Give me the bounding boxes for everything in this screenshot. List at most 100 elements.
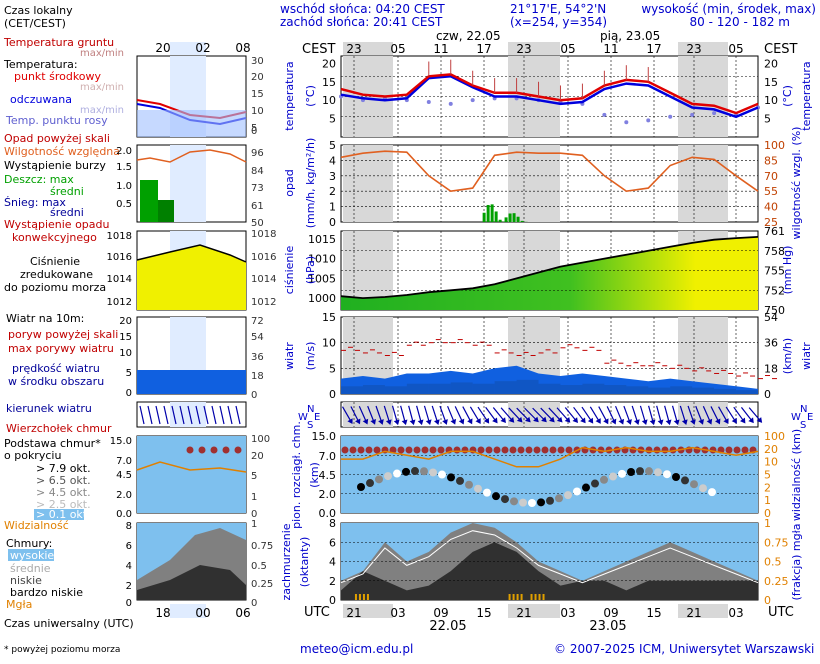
- fog-bar: [513, 594, 515, 600]
- cloud-base-dot: [483, 489, 491, 497]
- legend-right-tick: 5: [251, 471, 257, 482]
- cloud-base-dot: [573, 487, 581, 495]
- legend-humidity: Wilgotność względna: [4, 145, 120, 158]
- cloud-base-dot: [663, 470, 671, 478]
- cloud-base-dot: [474, 485, 482, 493]
- legend-left-tick: 8: [126, 521, 132, 532]
- wind-axis-unit-right: (km/h): [781, 338, 794, 374]
- legend-left-tick: 4: [126, 561, 132, 572]
- fog-bar: [539, 594, 541, 600]
- precip-axis-title: opad: [283, 169, 296, 196]
- cest-right: CEST: [764, 42, 798, 57]
- y2-tick-label: 0.75: [764, 536, 789, 549]
- hour-top-label: 05: [390, 42, 405, 56]
- cest-left: CEST: [302, 42, 336, 57]
- hour-top-label: 23: [516, 42, 531, 56]
- hour-bottom-label: 03: [728, 606, 743, 620]
- pressure-axis-title: ciśnienie: [283, 246, 296, 295]
- cloud-base-dot: [699, 484, 707, 492]
- wind-speed-core: [473, 384, 495, 394]
- legend-right-tick: 100: [251, 434, 270, 445]
- legend-feels: odczuwana: [10, 93, 72, 106]
- dew-point-dot: [449, 102, 453, 106]
- cloud-base-dot: [636, 467, 644, 475]
- legend-hour-bottom: 00: [195, 606, 210, 620]
- elev-values: 80 - 120 - 182 m: [690, 15, 791, 29]
- cloud-base-dot: [672, 473, 680, 481]
- y2-tick-label: 85: [764, 154, 778, 167]
- cloud-top-dot: [542, 447, 549, 454]
- cloud-top-dot: [662, 447, 669, 454]
- y2-tick-label: 761: [764, 225, 785, 238]
- fog-bar: [509, 594, 511, 600]
- cloud-base-dot: [654, 468, 662, 476]
- cloud-cover-axis-unit: (oktanty): [298, 537, 311, 588]
- legend-cloud-top-dot: [211, 447, 218, 454]
- y2-tick-label: 0.5: [764, 556, 782, 569]
- cloud-cover-tick-label: 8: [329, 517, 336, 530]
- cloud-base-dot: [384, 472, 392, 480]
- footer-email[interactable]: meteo@icm.edu.pl: [300, 642, 413, 656]
- cloud-base-dot: [375, 475, 383, 483]
- grid-label: (x=254, y=354): [510, 15, 607, 29]
- hour-bottom-label: 15: [476, 606, 491, 620]
- fog-bar: [363, 594, 365, 600]
- fog-bar: [517, 594, 519, 600]
- legend-left-tick: 10: [119, 348, 132, 359]
- legend-left-tick: 1.0: [116, 181, 132, 192]
- legend-wind-speed2: w środku obszaru: [8, 375, 104, 388]
- wind-speed-core: [648, 388, 670, 394]
- wind-speed-core: [385, 386, 407, 394]
- night-band: [678, 145, 728, 222]
- cloud-base-dot: [546, 497, 554, 505]
- legend-left-tick: 0: [126, 388, 132, 399]
- legend-conv1: Wystąpienie opadu: [4, 218, 109, 231]
- legend-pressure1: Ciśnienie: [30, 255, 80, 268]
- legend-storm: Wystąpienie burzy: [4, 159, 106, 172]
- cloud-top-dot: [358, 447, 365, 454]
- wind-speed-core: [560, 385, 582, 394]
- wind-axis-unit: (m/s): [304, 342, 317, 371]
- hour-bottom-label: 03: [390, 606, 405, 620]
- legend-right-tick: 1016: [251, 252, 276, 263]
- legend-right-tick: 0.5: [251, 561, 267, 572]
- cloud-base-dot: [582, 484, 590, 492]
- cloud-base-dot: [465, 481, 473, 489]
- precip-bar: [487, 205, 490, 222]
- wind-speed-core: [341, 386, 363, 394]
- temp-tick-label-right: 15: [764, 76, 778, 89]
- cloud-base-dot: [555, 494, 563, 502]
- cloud-top-dot: [414, 447, 421, 454]
- legend-right-tick: 1: [251, 519, 257, 530]
- legend-right-tick: 0: [251, 598, 257, 609]
- y2-tick-label: 1: [764, 494, 771, 507]
- cloud-cover-axis-title: zachmurzenie: [280, 523, 293, 600]
- legend-left-tick: 7.0: [116, 456, 132, 467]
- precip-bar: [499, 220, 502, 222]
- cloud-top-dot: [742, 447, 749, 454]
- legend-cloud-top-dot: [223, 447, 230, 454]
- legend-precip-above: Opad powyżej skali: [4, 132, 110, 145]
- fog-bar: [355, 594, 357, 600]
- legend-cloud-top: Wierzchołek chmur: [6, 422, 112, 435]
- date2-label: 23.05: [589, 619, 626, 634]
- wind-speed-core: [626, 386, 648, 394]
- pressure-tick-label: 1000: [308, 292, 336, 305]
- legend-left-tick: 20: [119, 316, 132, 327]
- cloud-top-dot: [478, 447, 485, 454]
- legend-right-tick: 0.25: [251, 579, 273, 590]
- legend-wind-area: [137, 370, 246, 394]
- y2-tick-label: 54: [764, 311, 778, 324]
- cloud-base-dot: [609, 472, 617, 480]
- cloud-top-dot: [430, 447, 437, 454]
- cloud-base-dot: [519, 499, 527, 507]
- precip-bar: [521, 221, 524, 222]
- legend-right-tick: 15: [251, 89, 264, 100]
- wind-speed-core: [670, 386, 692, 394]
- legend-cloud-top-dot: [187, 447, 194, 454]
- footer-copyright: © 2007-2025 ICM, Uniwersytet Warszawski: [554, 642, 814, 656]
- legend-left-tick: 15.0: [110, 436, 132, 447]
- legend-footnote: * powyżej poziomu morza: [4, 645, 120, 655]
- utc-right: UTC: [768, 605, 794, 620]
